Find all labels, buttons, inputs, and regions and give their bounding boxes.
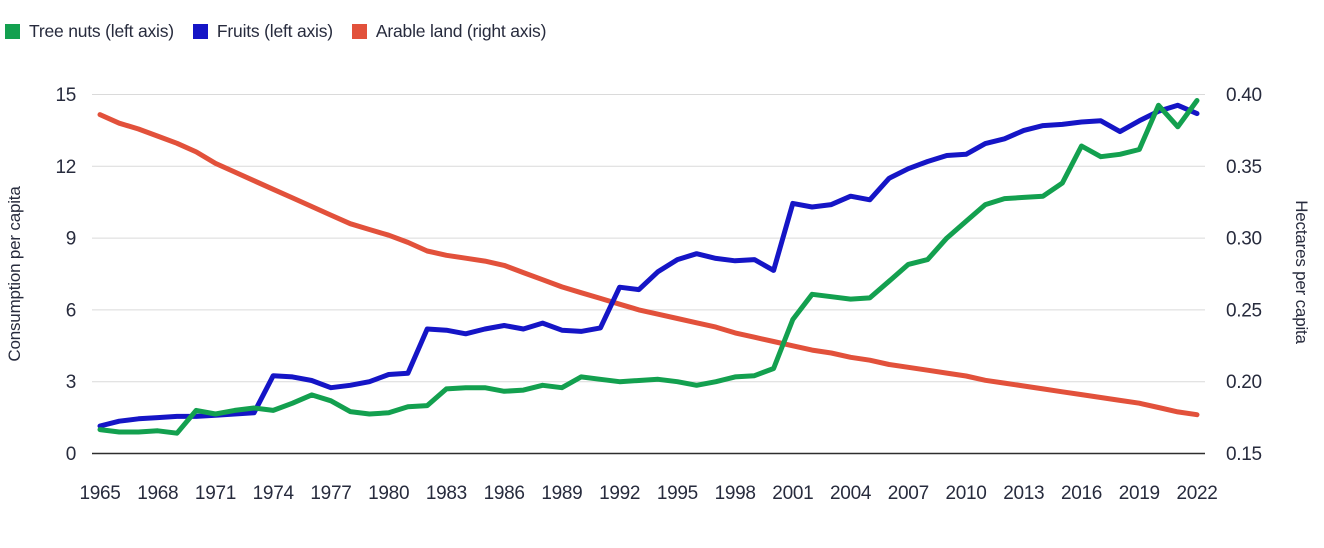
legend-label-tree-nuts: Tree nuts (left axis) bbox=[29, 21, 174, 41]
legend-item-arable-land: Arable land (right axis) bbox=[351, 21, 547, 42]
x-axis-tick-label: 1992 bbox=[599, 483, 640, 504]
x-axis-tick-label: 2022 bbox=[1176, 483, 1217, 504]
arable-land-line bbox=[97, 112, 1200, 418]
x-axis-tick-label: 1995 bbox=[657, 483, 698, 504]
left-axis-tick-label: 9 bbox=[66, 229, 76, 250]
fruits-swatch-icon bbox=[192, 24, 208, 39]
x-axis-tick-label: 1968 bbox=[137, 483, 178, 504]
left-axis-tick-label: 15 bbox=[55, 85, 76, 106]
x-axis-tick-label: 2010 bbox=[946, 483, 987, 504]
left-axis-tick-label: 6 bbox=[66, 300, 76, 321]
legend-label-arable-land: Arable land (right axis) bbox=[375, 21, 547, 41]
legend-item-fruits: Fruits (left axis) bbox=[192, 21, 333, 42]
x-axis-tick-label: 2013 bbox=[1003, 483, 1044, 504]
legend-label-fruits: Fruits (left axis) bbox=[216, 21, 333, 41]
right-axis-tick-label: 0.15 bbox=[1226, 444, 1262, 465]
x-axis-tick-label: 2019 bbox=[1119, 483, 1160, 504]
x-axis-tick-label: 2016 bbox=[1061, 483, 1102, 504]
right-axis-tick-label: 0.30 bbox=[1226, 229, 1262, 250]
right-axis-tick-label: 0.40 bbox=[1226, 85, 1262, 106]
right-axis-tick-label: 0.25 bbox=[1226, 300, 1262, 321]
x-axis-tick-label: 1965 bbox=[79, 483, 120, 504]
x-axis-tick-label: 1986 bbox=[484, 483, 525, 504]
legend-item-tree-nuts: Tree nuts (left axis) bbox=[5, 21, 174, 42]
x-axis-tick-label: 2001 bbox=[772, 483, 813, 504]
x-axis-tick-label: 1971 bbox=[195, 483, 236, 504]
tree-nuts-swatch-icon bbox=[5, 24, 20, 39]
x-axis-tick-label: 1977 bbox=[310, 483, 351, 504]
fruits-line bbox=[97, 102, 1200, 429]
x-axis-tick-label: 1998 bbox=[715, 483, 756, 504]
arable-land-swatch-icon bbox=[351, 24, 367, 39]
left-axis-tick-label: 3 bbox=[66, 372, 76, 393]
x-axis-tick-label: 1974 bbox=[253, 483, 295, 504]
x-axis-tick-label: 2004 bbox=[830, 483, 872, 504]
x-axis-tick-label: 1989 bbox=[541, 483, 582, 504]
tree-nuts-line bbox=[97, 98, 1200, 436]
x-axis-tick-label: 2007 bbox=[888, 483, 929, 504]
right-axis-tick-label: 0.20 bbox=[1226, 372, 1262, 393]
x-axis-tick-label: 1980 bbox=[368, 483, 409, 504]
left-axis-tick-label: 12 bbox=[55, 157, 76, 178]
right-axis-tick-label: 0.35 bbox=[1226, 157, 1262, 178]
legend: Tree nuts (left axis) Fruits (left axis)… bbox=[5, 21, 546, 42]
left-axis-tick-label: 0 bbox=[66, 444, 76, 465]
x-axis-tick-label: 1983 bbox=[426, 483, 467, 504]
